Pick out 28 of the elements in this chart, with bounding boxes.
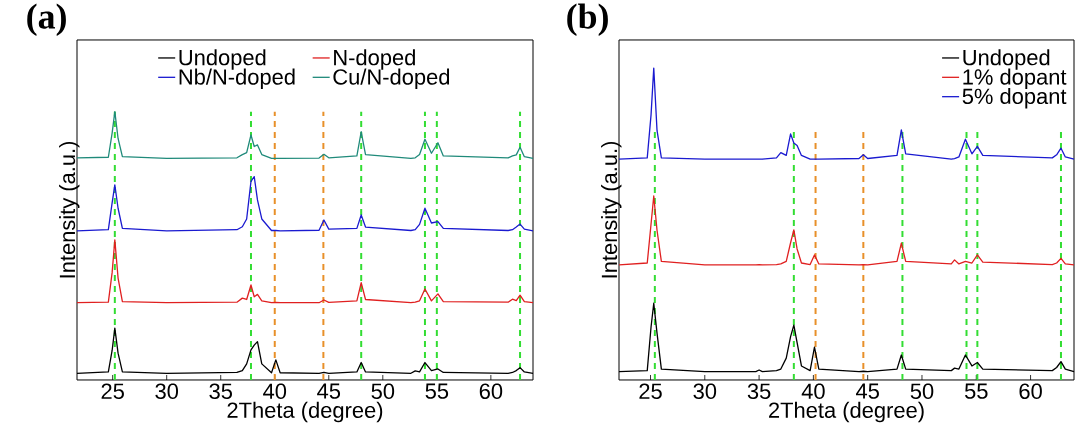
- x-tick-label: 40: [263, 383, 287, 400]
- text: (a): [27, 3, 66, 37]
- legend-label: N-doped: [334, 49, 415, 70]
- x-tick-label: 35: [747, 383, 771, 400]
- x-tick-label: 25: [639, 383, 662, 400]
- legend-label: 5% dopant: [962, 87, 1067, 109]
- y-axis-title: Intensity (a.u.): [601, 141, 622, 278]
- x-tick-label: 30: [155, 383, 179, 400]
- x-tick-label: 25: [101, 383, 124, 400]
- x-tick-label: 55: [964, 383, 988, 399]
- y-axis-title: Intensity (a.u.): [59, 141, 80, 278]
- x-tick-label: 50: [910, 383, 934, 400]
- legend-label: Nb/N-doped: [179, 68, 295, 90]
- x-tick-label: 35: [209, 383, 232, 400]
- legend-label: Cu/N-doped: [333, 68, 450, 90]
- x-axis-title: 2Theta (degree): [227, 401, 383, 423]
- x-tick-label: 40: [801, 383, 825, 400]
- x-tick-label: 50: [371, 383, 395, 400]
- x-tick-label: 45: [317, 383, 341, 399]
- x-tick-label: 30: [693, 383, 717, 400]
- x-axis-title: 2Theta (degree): [769, 401, 924, 423]
- x-tick-label: 60: [1019, 383, 1042, 400]
- x-tick-label: 55: [425, 383, 449, 399]
- x-tick-label: 45: [855, 383, 879, 399]
- text: (b): [567, 3, 608, 37]
- legend-label: Undoped: [963, 49, 1050, 70]
- legend-label: Undoped: [179, 49, 266, 70]
- x-tick-label: 60: [479, 383, 503, 400]
